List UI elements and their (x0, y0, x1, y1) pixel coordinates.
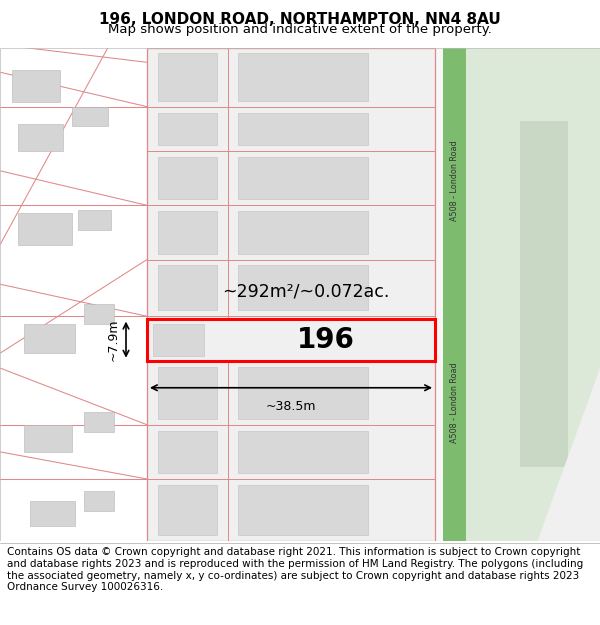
Bar (238, 211, 368, 254)
Bar (158, 157, 217, 199)
Text: ~7.9m: ~7.9m (107, 318, 120, 361)
Text: Contains OS data © Crown copyright and database right 2021. This information is : Contains OS data © Crown copyright and d… (7, 548, 583, 592)
Bar (158, 53, 217, 101)
Bar (238, 112, 368, 145)
Bar (238, 485, 368, 535)
Bar (520, 121, 568, 467)
Text: 196: 196 (296, 326, 355, 354)
Bar (147, 319, 435, 361)
Bar (443, 48, 466, 541)
Bar (238, 53, 368, 101)
Bar (158, 322, 217, 355)
Bar (12, 70, 60, 102)
Bar (30, 501, 75, 526)
Bar (238, 431, 368, 473)
Bar (84, 304, 114, 324)
Polygon shape (496, 368, 600, 541)
Bar (158, 266, 217, 311)
Bar (84, 412, 114, 432)
Bar (72, 107, 108, 126)
Bar (158, 211, 217, 254)
Bar (158, 366, 217, 419)
Text: A508 - London Road: A508 - London Road (450, 141, 459, 221)
Bar (238, 322, 368, 355)
Text: 196, LONDON ROAD, NORTHAMPTON, NN4 8AU: 196, LONDON ROAD, NORTHAMPTON, NN4 8AU (99, 12, 501, 27)
Bar (24, 324, 75, 353)
Text: A508 - London Road: A508 - London Road (450, 362, 459, 443)
Bar (238, 157, 368, 199)
Bar (435, 48, 443, 541)
Bar (158, 431, 217, 473)
Bar (84, 491, 114, 511)
Bar (24, 425, 72, 452)
Bar (147, 48, 435, 541)
Bar (158, 485, 217, 535)
Bar (153, 324, 204, 356)
Bar (238, 366, 368, 419)
Bar (238, 266, 368, 311)
Text: Map shows position and indicative extent of the property.: Map shows position and indicative extent… (108, 22, 492, 36)
Text: ~292m²/~0.072ac.: ~292m²/~0.072ac. (222, 282, 389, 301)
Bar (18, 124, 63, 151)
Bar (158, 112, 217, 145)
Text: ~38.5m: ~38.5m (266, 400, 316, 413)
Bar (18, 213, 72, 245)
Bar (78, 210, 111, 230)
Bar (466, 48, 600, 541)
